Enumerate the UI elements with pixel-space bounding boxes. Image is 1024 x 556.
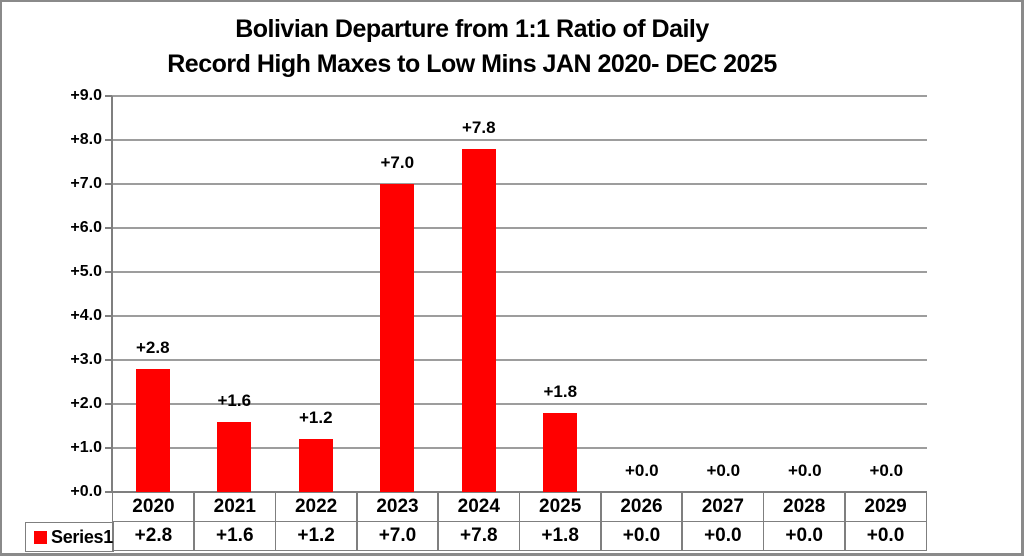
value-cell: +2.8 xyxy=(112,520,195,551)
gridline xyxy=(112,359,927,361)
chart-title-line1: Bolivian Departure from 1:1 Ratio of Dai… xyxy=(235,15,709,43)
gridline xyxy=(112,447,927,449)
y-axis-label: +1.0 xyxy=(70,439,102,456)
y-axis-label: +0.0 xyxy=(70,483,102,500)
y-axis-label: +4.0 xyxy=(70,307,102,324)
bar-value-label: +7.8 xyxy=(461,117,496,137)
series-color-swatch xyxy=(34,530,47,544)
gridline xyxy=(112,403,927,405)
value-cell: +7.0 xyxy=(356,520,439,551)
bar-value-label: +1.2 xyxy=(298,408,333,428)
value-cell: +0.0 xyxy=(600,520,683,551)
y-axis-label: +9.0 xyxy=(70,87,102,104)
value-cell: +1.2 xyxy=(274,520,358,551)
y-axis-tick xyxy=(105,315,112,317)
bar-value-label: +1.8 xyxy=(543,381,578,401)
y-axis-tick xyxy=(105,95,112,97)
year-cell: 2024 xyxy=(437,492,521,522)
y-axis-tick xyxy=(105,227,112,229)
bar-value-label: +0.0 xyxy=(787,461,822,480)
y-axis-line xyxy=(111,96,113,492)
y-axis-label: +7.0 xyxy=(70,175,102,192)
legend-cell: Series1 xyxy=(25,522,114,552)
bar xyxy=(543,412,578,492)
series-legend-label: Series1 xyxy=(51,526,113,547)
chart-title-line2: Record High Maxes to Low Mins JAN 2020- … xyxy=(167,50,777,78)
y-axis-label: +5.0 xyxy=(70,263,102,280)
x-axis-line xyxy=(105,491,927,493)
year-cell: 2025 xyxy=(518,492,602,522)
y-axis-tick xyxy=(105,271,112,273)
y-axis-label: +8.0 xyxy=(70,131,102,148)
y-axis-tick xyxy=(105,183,112,185)
bar xyxy=(298,439,333,492)
value-cell: +1.8 xyxy=(518,520,602,551)
year-cell: 2026 xyxy=(600,492,683,522)
gridline xyxy=(112,315,927,317)
year-cell: 2020 xyxy=(112,492,195,522)
y-axis-label: +6.0 xyxy=(70,219,102,236)
y-axis-label: +2.0 xyxy=(70,395,102,412)
year-cell: 2021 xyxy=(193,492,277,522)
year-cell: 2023 xyxy=(356,492,439,522)
bar-value-label: +2.8 xyxy=(135,337,170,357)
y-axis-tick xyxy=(105,403,112,405)
bar-value-label: +0.0 xyxy=(624,461,659,480)
gridline xyxy=(112,227,927,229)
bar-value-label: +0.0 xyxy=(706,461,741,480)
year-cell: 2027 xyxy=(681,492,765,522)
bar xyxy=(461,148,496,492)
value-cell: +0.0 xyxy=(681,520,765,551)
y-axis-tick xyxy=(105,359,112,361)
gridline xyxy=(112,271,927,273)
value-cell: +7.8 xyxy=(437,520,521,551)
y-axis-tick xyxy=(105,447,112,449)
bar xyxy=(217,421,252,492)
bar xyxy=(380,184,415,492)
year-cell: 2028 xyxy=(762,492,846,522)
gridline xyxy=(112,183,927,185)
y-axis-tick xyxy=(105,139,112,141)
year-cell: 2029 xyxy=(844,492,927,522)
gridline xyxy=(112,95,927,97)
value-cell-row: +2.8 +1.6 +1.2 +7.0 +7.8 +1.8 +0.0 +0.0 +0.0 +0.0 xyxy=(112,520,927,551)
year-cell-row: 2020 2021 2022 2023 2024 2025 2026 2027 2028 2029 xyxy=(112,492,927,522)
bar-value-label: +7.0 xyxy=(380,153,415,172)
gridline xyxy=(112,139,927,141)
value-cell: +0.0 xyxy=(762,520,846,551)
y-axis-label: +3.0 xyxy=(70,351,102,368)
bar-value-label: +0.0 xyxy=(869,461,904,480)
year-cell: 2022 xyxy=(274,492,358,522)
chart-title: Bolivian Departure from 1:1 Ratio of Dai… xyxy=(2,12,942,82)
value-cell: +1.6 xyxy=(193,520,277,551)
bar xyxy=(135,368,170,492)
bar-value-label: +1.6 xyxy=(217,390,252,410)
value-cell: +0.0 xyxy=(844,520,927,551)
